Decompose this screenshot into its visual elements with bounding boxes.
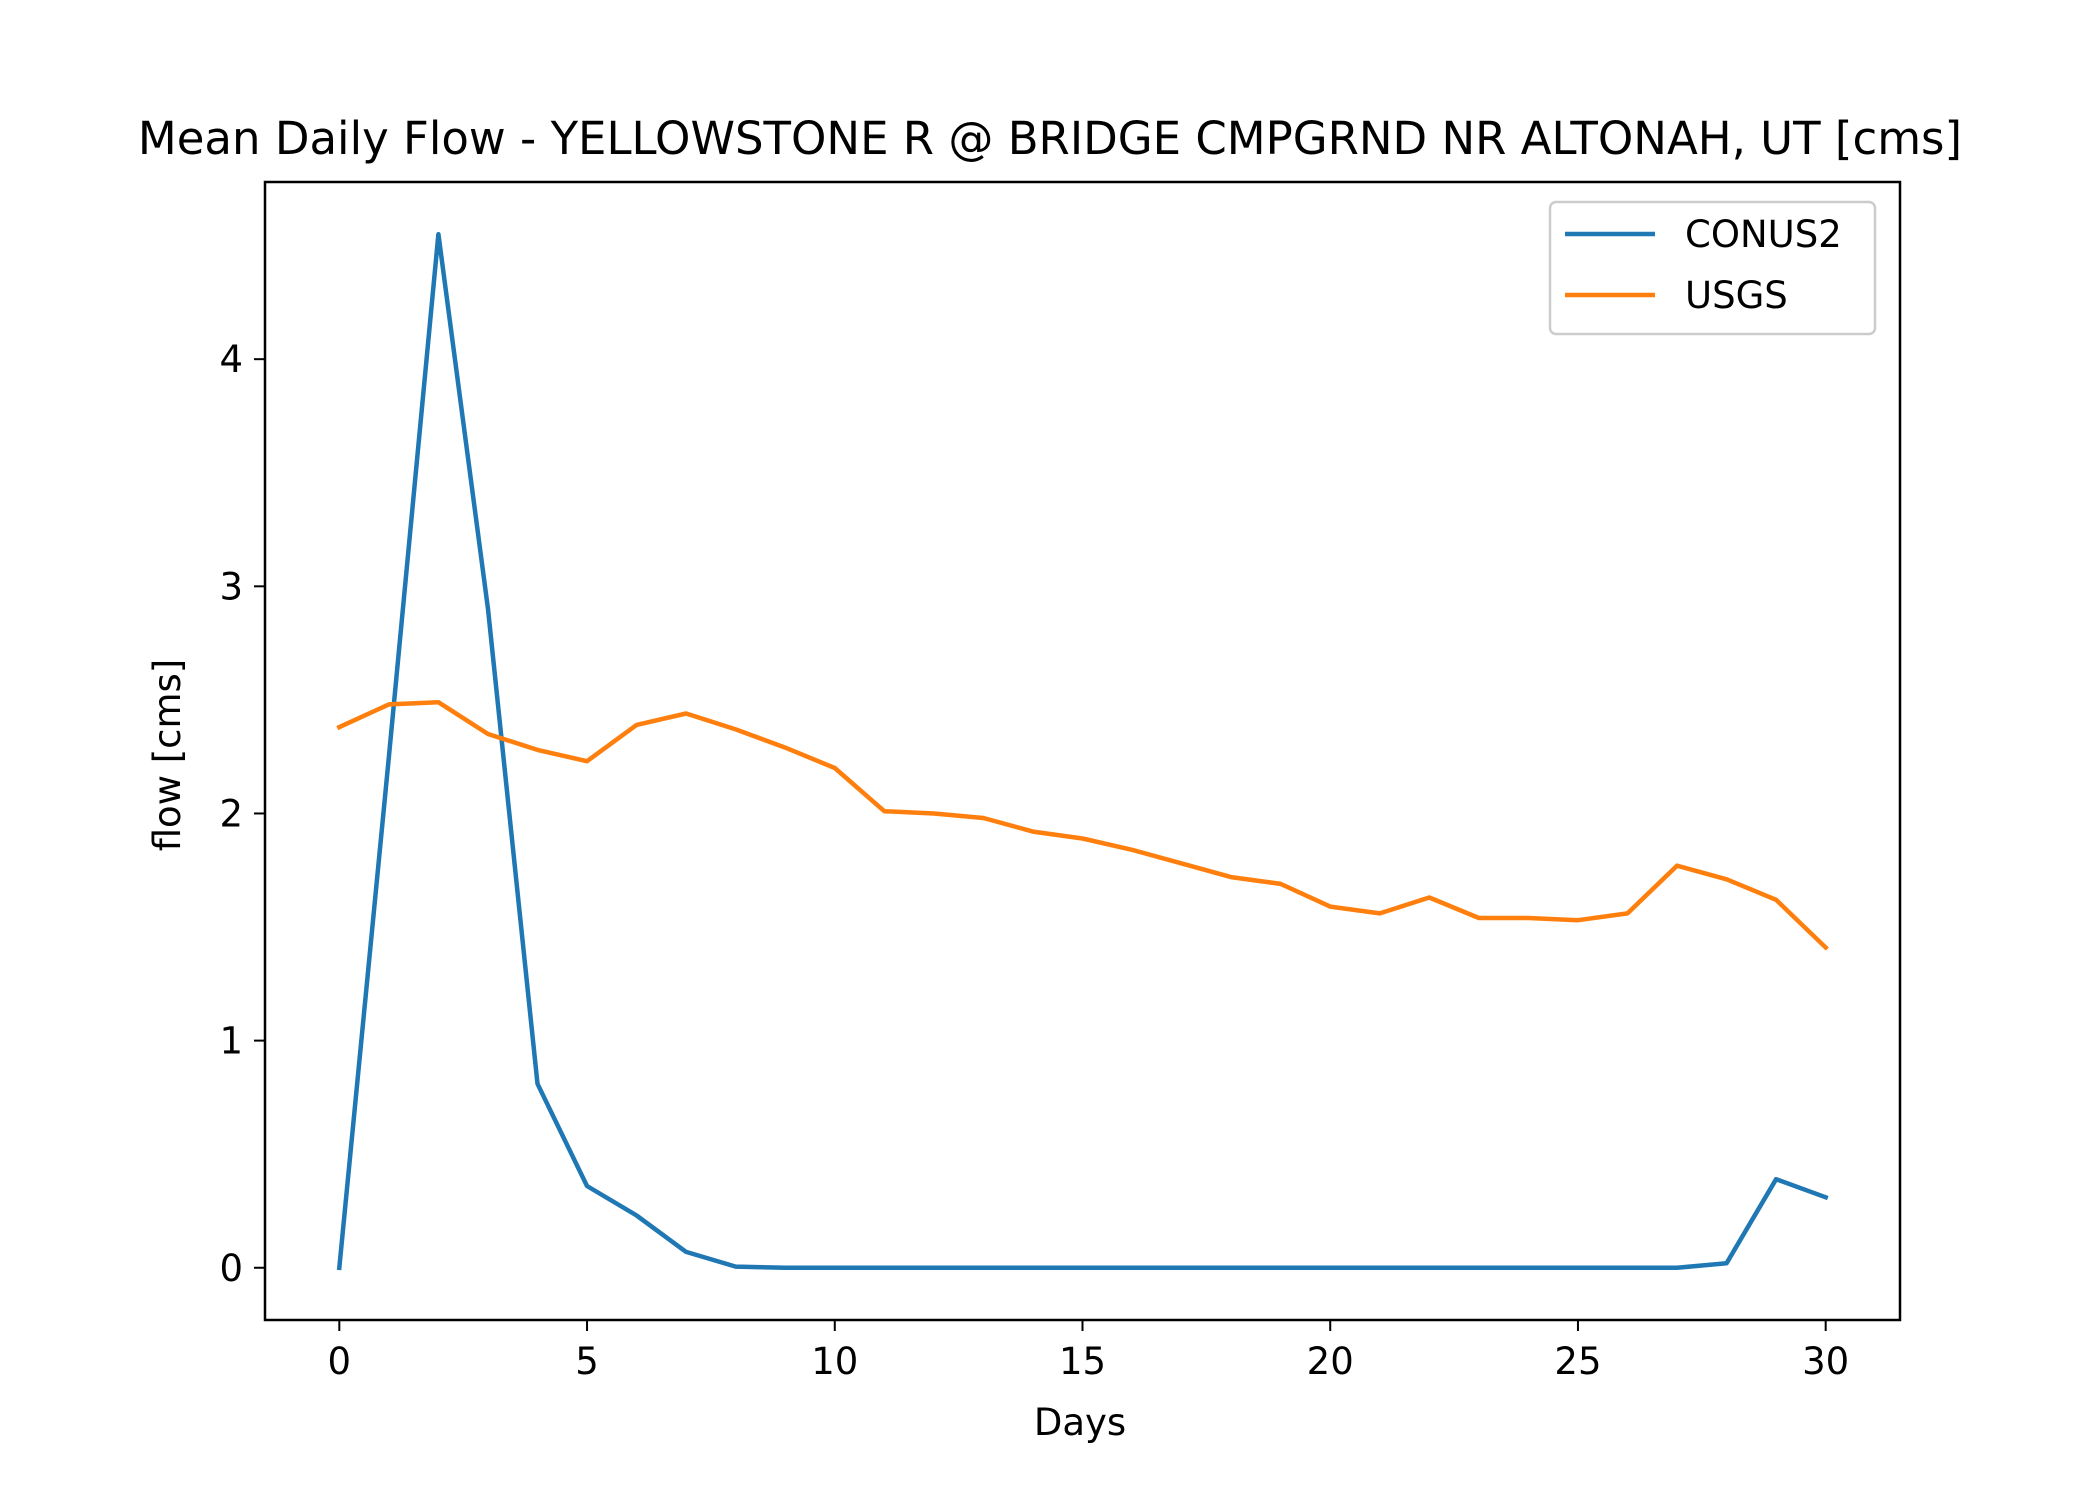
y-tick-label: 2 [219,792,243,835]
x-axis-label: Days [1034,1401,1126,1444]
x-tick-label: 10 [811,1340,858,1383]
y-tick-label: 3 [219,565,243,608]
x-tick-label: 5 [575,1340,599,1383]
axes-frame [263,180,1902,1322]
legend-label-usgs: USGS [1685,274,1788,317]
series-line-conus2 [336,231,1829,1271]
y-axis-label: flow [cms] [146,659,189,852]
legend: CONUS2 USGS [1548,200,1877,336]
x-tick-label: 20 [1307,1340,1354,1383]
y-tick-label: 0 [219,1247,243,1290]
x-tick-label: 0 [328,1340,352,1383]
x-tick-label: 30 [1802,1340,1849,1383]
y-tick-label: 4 [219,338,243,381]
series-line-usgs [336,699,1829,951]
y-tick-label: 1 [219,1020,243,1063]
chart-title: Mean Daily Flow - YELLOWSTONE R @ BRIDGE… [138,112,1962,165]
x-tick-label: 15 [1059,1340,1106,1383]
x-tick-label: 25 [1554,1340,1601,1383]
legend-label-conus2: CONUS2 [1685,213,1842,256]
axis-ticks: 0 5 10 15 20 25 30 0 1 2 3 4 [219,338,1849,1383]
plot-area [336,231,1829,1271]
